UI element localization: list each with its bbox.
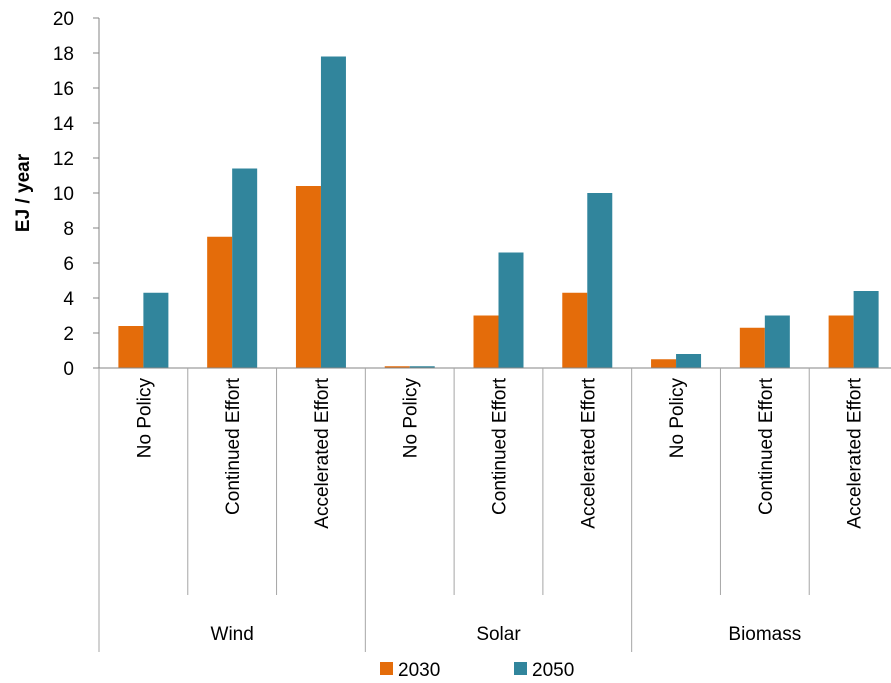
bar-2030 bbox=[295, 186, 321, 368]
y-tick-label: 14 bbox=[53, 114, 75, 135]
x-category-label: Accelerated Effort bbox=[578, 377, 599, 528]
bar-2030 bbox=[118, 326, 144, 368]
x-group-label: Solar bbox=[476, 624, 521, 645]
bar-2030 bbox=[473, 315, 499, 368]
x-category-label: No Policy bbox=[401, 378, 422, 459]
y-axis-label: EJ / year bbox=[13, 153, 34, 232]
x-category-label: No Policy bbox=[667, 378, 688, 459]
bar-2050 bbox=[853, 291, 879, 368]
x-category-label: Continued Effort bbox=[490, 377, 511, 515]
y-tick-label: 12 bbox=[53, 149, 74, 170]
y-tick-label: 18 bbox=[53, 44, 74, 65]
y-tick-label: 20 bbox=[53, 9, 74, 30]
bar-2050 bbox=[409, 366, 435, 368]
bar-2050 bbox=[498, 252, 524, 368]
legend: 2030 2050 bbox=[380, 660, 574, 681]
x-category-label: Accelerated Effort bbox=[845, 377, 866, 528]
legend-swatch bbox=[380, 662, 393, 675]
bar-2050 bbox=[676, 354, 702, 368]
legend-label: 2050 bbox=[532, 660, 574, 681]
y-tick-label: 10 bbox=[53, 184, 74, 205]
y-tick-label: 6 bbox=[63, 254, 74, 275]
y-tick-label: 8 bbox=[63, 219, 74, 240]
bar-2050 bbox=[764, 315, 790, 368]
x-axis: No Policy Continued Effort Accelerated Eff… bbox=[98, 367, 891, 652]
x-category-label: Continued Effort bbox=[223, 377, 244, 515]
bar-2030 bbox=[651, 359, 677, 368]
x-category-label: No Policy bbox=[134, 378, 155, 459]
x-group-label: Wind bbox=[211, 624, 254, 645]
y-tick-label: 16 bbox=[53, 79, 74, 100]
y-tick-label: 0 bbox=[63, 359, 74, 380]
y-tick-label: 4 bbox=[63, 289, 74, 310]
bar-2050 bbox=[587, 193, 613, 368]
bar-2030 bbox=[828, 315, 854, 368]
bars bbox=[118, 56, 879, 368]
bar-2050 bbox=[320, 56, 346, 368]
bar-2050 bbox=[232, 168, 258, 368]
y-tick-label: 2 bbox=[63, 324, 74, 345]
x-group-label: Biomass bbox=[728, 624, 801, 645]
legend-label: 2030 bbox=[398, 660, 440, 681]
y-axis: 0 2 4 6 8 10 12 14 16 18 20 bbox=[53, 9, 100, 380]
bar-2030 bbox=[562, 292, 588, 368]
bar-2030 bbox=[384, 366, 410, 368]
bar-2030 bbox=[207, 236, 233, 368]
x-category-label: Continued Effort bbox=[756, 377, 777, 515]
legend-swatch bbox=[514, 662, 527, 675]
x-category-label: Accelerated Effort bbox=[312, 377, 333, 528]
bar-2050 bbox=[143, 292, 169, 368]
bar-2030 bbox=[739, 327, 765, 368]
